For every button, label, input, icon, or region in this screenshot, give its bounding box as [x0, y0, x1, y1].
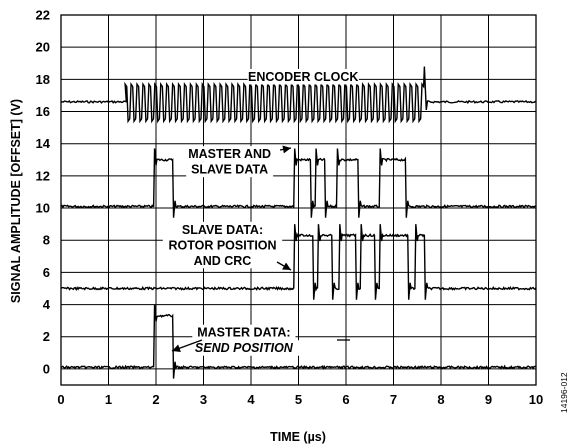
annotation-text: SLAVE DATA:: [182, 223, 263, 237]
annotation-text: ROTOR POSITION: [168, 238, 276, 252]
annotation-text: ENCODER CLOCK: [248, 70, 358, 84]
annotation-background: [192, 324, 296, 341]
x-tick-label: 5: [295, 392, 302, 407]
x-tick-label: 6: [342, 392, 349, 407]
annotation-background: [186, 146, 274, 162]
x-tick-label: 1: [105, 392, 112, 407]
annotation-text: SEND POSITION: [195, 341, 294, 355]
annotation-background: [247, 68, 359, 85]
annotations: ENCODER CLOCK MASTER AND SLAVE DATA SLAVE D…: [162, 68, 359, 356]
annotation-background: [191, 252, 254, 269]
annotation-background: [188, 340, 300, 356]
y-tick-label: 22: [36, 8, 50, 23]
x-tick-label: 9: [485, 392, 492, 407]
y-tick-label: 6: [43, 265, 50, 280]
x-tick-label: 4: [247, 392, 255, 407]
y-axis-title: SIGNAL AMPLITUDE [OFFSET] (V): [9, 99, 23, 303]
grid: [60, 14, 537, 386]
figure-id: 14196-012: [559, 372, 569, 413]
arrowhead: [282, 145, 291, 154]
annotation-background: [174, 221, 271, 238]
y-tick-label: 2: [43, 329, 50, 344]
y-tick-label: 20: [36, 40, 50, 55]
y-tick-label: 18: [36, 72, 50, 87]
x-tick-label: 2: [152, 392, 159, 407]
x-axis-title: TIME (µs): [270, 430, 326, 444]
y-tick-label: 10: [36, 201, 50, 216]
x-tick-label: 8: [437, 392, 444, 407]
series-2-trace: [60, 224, 537, 300]
annotation-text: MASTER DATA:: [197, 326, 290, 340]
x-tick-label: 0: [57, 392, 64, 407]
arrowhead: [282, 262, 291, 270]
x-tick-label: 3: [200, 392, 207, 407]
annotation-background: [162, 237, 283, 253]
series-1-trace: [60, 148, 537, 218]
annotation-text: MASTER AND: [188, 147, 271, 161]
annotation-background: [186, 161, 274, 178]
arrowhead: [172, 344, 181, 353]
y-tick-label: 4: [43, 297, 51, 312]
x-tick-label: 7: [390, 392, 397, 407]
x-tick-label: 10: [529, 392, 543, 407]
y-tick-label: 12: [36, 168, 50, 183]
y-tick-label: 16: [36, 104, 50, 119]
series-3-trace: [60, 304, 537, 379]
y-tick-label: 14: [36, 136, 51, 151]
y-tick-label: 0: [43, 361, 50, 376]
annotation-text: SLAVE DATA: [191, 163, 268, 177]
y-tick-label: 8: [43, 233, 50, 248]
annotation-text: AND CRC: [194, 254, 252, 268]
